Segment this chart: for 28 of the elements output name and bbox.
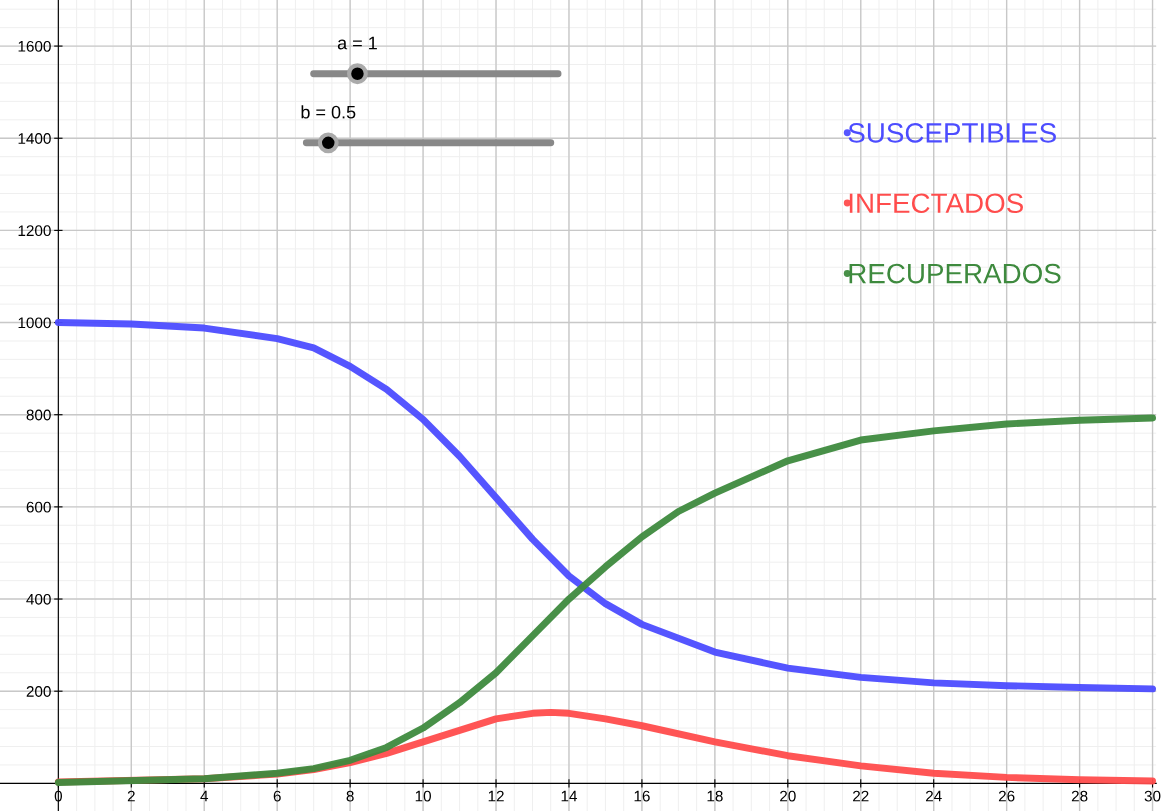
x-tick-label: 14 (561, 790, 578, 802)
x-tick-label: 4 (200, 790, 209, 802)
legend-label: RECUPERADOS (849, 263, 1061, 284)
x-tick-label: 8 (346, 790, 354, 802)
x-tick-label: 10 (415, 790, 431, 802)
legend-label: SUSCEPTIBLES (848, 123, 1056, 143)
y-tick-label: 800 (26, 409, 51, 421)
x-tick-label: 20 (780, 790, 796, 802)
y-tick-label: 1400 (18, 133, 51, 144)
x-tick-label: 6 (273, 790, 281, 802)
y-tick-label: 1200 (18, 225, 51, 237)
x-tick-label: 22 (853, 790, 869, 802)
y-tick-label: 600 (26, 501, 51, 513)
x-tick-label: 2 (127, 790, 135, 802)
annotation: b = 0.5 (301, 105, 356, 119)
x-tick-label: 26 (998, 790, 1015, 802)
x-tick-label: 28 (1071, 790, 1088, 802)
x-tick-label: 16 (634, 790, 650, 802)
legend-label: INFECTADOS (849, 193, 1023, 214)
x-tick-label: 18 (707, 790, 723, 802)
x-tick-label: 24 (925, 790, 942, 802)
x-tick-label: 12 (488, 790, 504, 802)
annotation: a = 1 (337, 36, 377, 50)
y-tick-label: 200 (26, 686, 51, 697)
y-tick-label: 1600 (18, 40, 51, 52)
y-tick-label: 400 (26, 593, 51, 605)
x-tick-label: 30 (1144, 790, 1161, 802)
y-tick-label: 1000 (18, 317, 51, 329)
